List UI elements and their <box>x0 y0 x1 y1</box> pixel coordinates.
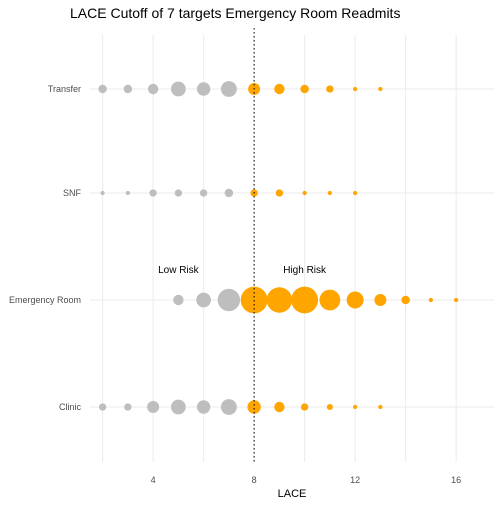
data-point <box>300 403 309 411</box>
data-point <box>353 404 358 410</box>
point-layer <box>98 81 459 415</box>
data-point <box>149 189 157 197</box>
y-tick-label: Transfer <box>48 84 81 94</box>
y-tick-label: Emergency Room <box>9 295 81 305</box>
x-tick-label: 4 <box>151 475 156 485</box>
data-point <box>224 188 234 198</box>
data-point <box>302 190 307 196</box>
data-point <box>147 401 160 413</box>
data-point <box>174 189 183 197</box>
data-point <box>428 297 433 303</box>
data-point <box>171 81 186 97</box>
data-point <box>274 83 285 95</box>
data-point <box>196 400 211 414</box>
data-point <box>220 81 237 97</box>
data-point <box>327 190 332 196</box>
data-point <box>374 294 387 306</box>
data-point <box>353 190 358 196</box>
data-point <box>217 288 241 312</box>
chart-title: LACE Cutoff of 7 targets Emergency Room … <box>70 5 400 21</box>
data-point <box>98 403 107 411</box>
data-point <box>300 84 309 94</box>
data-point <box>123 84 133 94</box>
data-point <box>147 83 159 95</box>
data-point <box>124 403 132 411</box>
data-point <box>275 189 284 197</box>
data-point <box>100 190 105 196</box>
grid-layer <box>90 35 494 462</box>
x-axis-title: LACE <box>278 488 307 500</box>
data-point <box>247 400 261 414</box>
data-point <box>98 84 107 94</box>
data-point <box>266 287 293 313</box>
data-point <box>401 295 410 305</box>
data-point <box>220 399 237 415</box>
data-point <box>454 297 459 303</box>
data-point <box>378 86 383 92</box>
data-point <box>346 291 364 309</box>
data-point <box>319 289 341 311</box>
data-point <box>196 292 211 308</box>
data-point <box>274 401 285 413</box>
label-layer: Transfer SNF Emergency Room Clinic 4 8 12 16 Low… <box>9 84 461 485</box>
data-point <box>326 85 334 93</box>
x-tick-label: 12 <box>350 475 360 485</box>
data-point <box>353 86 358 92</box>
annotation-label: Low Risk <box>158 265 200 276</box>
x-tick-label: 16 <box>451 475 461 485</box>
data-point <box>199 189 208 197</box>
annotation-label: High Risk <box>283 265 327 276</box>
y-tick-label: SNF <box>63 188 82 198</box>
data-point <box>291 286 319 314</box>
data-point <box>173 294 184 306</box>
data-point <box>125 190 130 196</box>
y-tick-label: Clinic <box>59 402 82 412</box>
data-point <box>196 82 211 96</box>
x-tick-label: 8 <box>252 475 257 485</box>
data-point <box>378 404 383 410</box>
data-point <box>171 399 186 415</box>
data-point <box>326 404 333 410</box>
